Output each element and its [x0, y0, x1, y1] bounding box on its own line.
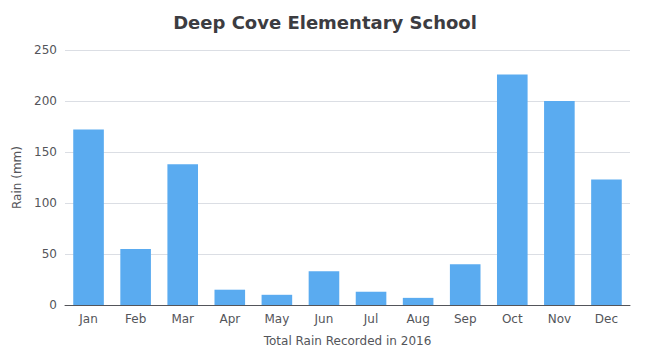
svg-text:150: 150 — [34, 145, 57, 159]
svg-text:Rain (mm): Rain (mm) — [10, 146, 24, 209]
svg-text:Jan: Jan — [78, 312, 98, 326]
svg-text:Aug: Aug — [406, 312, 429, 326]
svg-text:Feb: Feb — [125, 312, 146, 326]
svg-text:50: 50 — [42, 247, 57, 261]
svg-text:Dec: Dec — [595, 312, 618, 326]
svg-text:100: 100 — [34, 196, 57, 210]
svg-text:Apr: Apr — [219, 312, 240, 326]
svg-text:Mar: Mar — [171, 312, 194, 326]
svg-text:200: 200 — [34, 94, 57, 108]
svg-text:0: 0 — [49, 298, 57, 312]
svg-text:250: 250 — [34, 43, 57, 57]
svg-text:Oct: Oct — [502, 312, 523, 326]
svg-text:Deep Cove Elementary School: Deep Cove Elementary School — [173, 12, 477, 33]
svg-text:Total Rain Recorded in 2016: Total Rain Recorded in 2016 — [263, 334, 432, 348]
svg-text:Sep: Sep — [454, 312, 477, 326]
svg-text:May: May — [264, 312, 289, 326]
svg-text:Jul: Jul — [363, 312, 378, 326]
svg-text:Jun: Jun — [314, 312, 334, 326]
svg-text:Nov: Nov — [548, 312, 571, 326]
